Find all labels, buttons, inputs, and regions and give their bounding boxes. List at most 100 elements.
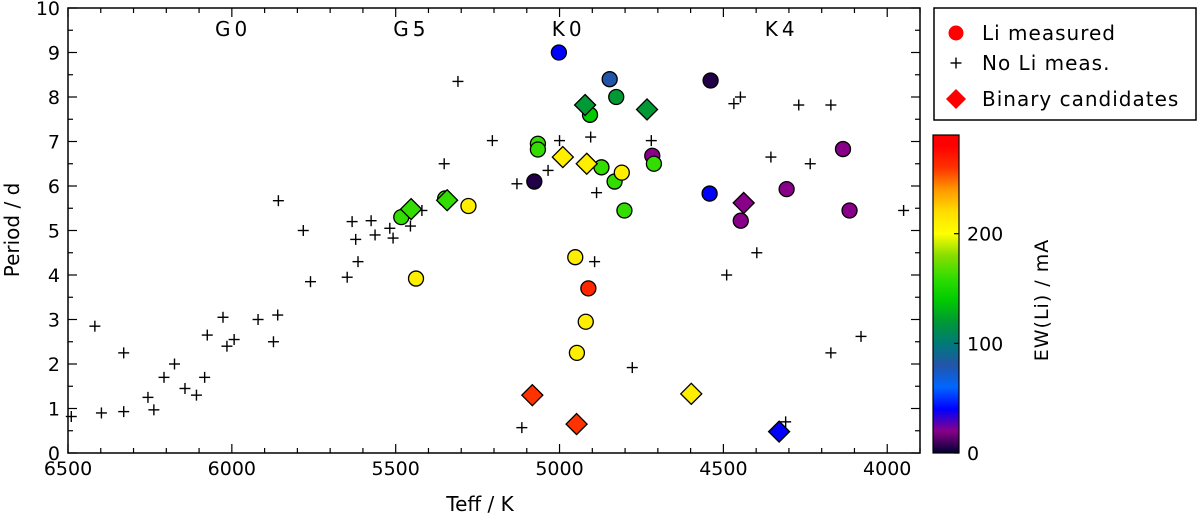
x-tick-label: 5000: [535, 458, 583, 480]
spectral-type-labels: G0 G5 K0 K4: [215, 17, 795, 41]
li-point: [841, 202, 858, 219]
spectral-type-label: K0: [552, 17, 586, 41]
li-point: [526, 173, 543, 190]
no-li-point: [511, 178, 523, 190]
no-li-point: [516, 422, 528, 434]
binary-point: [399, 197, 423, 221]
no-li-point: [228, 334, 240, 346]
spectral-type-label: G0: [215, 17, 251, 41]
binary-point: [551, 145, 575, 169]
li-point: [550, 44, 568, 61]
no-li-point: [199, 371, 211, 383]
li-point: [567, 249, 584, 266]
no-li-point: [855, 330, 867, 342]
li-point: [407, 270, 425, 287]
li-point: [601, 71, 618, 88]
no-li-point: [352, 256, 364, 268]
x-tick-label: 4500: [699, 458, 747, 480]
y-tick-label: 3: [48, 310, 60, 332]
no-li-point: [118, 406, 130, 418]
no-li-point: [384, 222, 396, 234]
no-li-point: [554, 135, 566, 147]
data-points: [65, 44, 910, 444]
li-point: [613, 164, 630, 181]
no-li-point: [780, 416, 792, 428]
no-li-point: [267, 336, 279, 348]
axis-ticks: [67, 7, 921, 454]
y-axis-label: Period / d: [0, 183, 24, 278]
binary-point: [732, 191, 756, 215]
no-li-point: [341, 271, 353, 283]
y-tick-label: 10: [36, 0, 60, 20]
no-li-point: [438, 158, 450, 170]
no-li-point: [765, 151, 777, 163]
y-tick-label: 2: [48, 354, 60, 376]
li-point: [577, 313, 594, 330]
legend-diamond-marker: [946, 89, 966, 109]
y-tick-labels: 0 1 2 3 4 5 6 7 8 9 10: [36, 0, 60, 465]
no-li-point: [452, 75, 464, 87]
li-point: [460, 197, 477, 215]
y-tick-label: 8: [48, 87, 60, 109]
no-li-point: [825, 347, 837, 359]
no-li-point: [721, 269, 733, 281]
no-li-point: [591, 187, 603, 199]
no-li-point: [369, 229, 381, 241]
legend-label: No Li meas.: [982, 51, 1110, 75]
li-point: [732, 212, 749, 229]
no-li-point: [404, 220, 416, 232]
li-point: [529, 141, 547, 158]
binary-point: [575, 152, 599, 176]
binary-point: [520, 383, 544, 407]
no-li-point: [201, 329, 213, 341]
y-tick-label: 7: [48, 132, 60, 154]
no-li-point: [118, 347, 130, 359]
no-li-point: [751, 247, 763, 259]
binary-point: [435, 188, 459, 212]
y-tick-label: 0: [48, 443, 60, 465]
y-tick-label: 9: [48, 43, 60, 65]
colorbar-tick-label: 100: [967, 333, 1003, 355]
no-li-point: [825, 99, 837, 111]
no-li-point: [169, 358, 180, 370]
no-li-point: [734, 91, 746, 103]
legend-plus-marker: [950, 57, 962, 69]
li-point: [834, 140, 852, 158]
li-point: [580, 280, 597, 297]
li-point: [645, 155, 663, 172]
no-li-point: [95, 407, 107, 419]
li-point: [702, 72, 719, 89]
no-li-point: [387, 232, 399, 244]
binary-point: [565, 412, 588, 436]
li-point: [778, 180, 795, 198]
y-tick-label: 5: [48, 221, 60, 243]
colorbar: [932, 134, 960, 454]
binary-point: [679, 382, 703, 406]
binary-point: [767, 420, 791, 444]
colorbar-tick-label: 0: [967, 443, 979, 465]
legend-circle-marker: [948, 25, 964, 41]
y-tick-label: 1: [48, 399, 60, 421]
no-li-point: [179, 382, 191, 394]
legend-label: Binary candidates: [982, 87, 1179, 111]
no-li-point: [728, 98, 740, 110]
x-tick-labels: 6500 6000 5500 5000 4500 4000: [44, 458, 912, 480]
x-tick-label: 5500: [372, 458, 420, 480]
no-li-point: [585, 131, 597, 143]
x-tick-label: 6000: [208, 458, 256, 480]
no-li-point: [148, 404, 160, 416]
no-li-point: [65, 411, 77, 423]
no-li-point: [252, 314, 264, 325]
legend-label: Li measured: [982, 21, 1116, 45]
plot-frame: [67, 7, 921, 454]
binary-point: [635, 98, 659, 121]
no-li-point: [272, 195, 284, 207]
li-point: [608, 88, 625, 106]
colorbar-tick-label: 200: [967, 224, 1003, 246]
li-point: [701, 185, 718, 202]
no-li-point: [297, 225, 309, 236]
li-point: [616, 202, 633, 219]
legend: Li measured No Li meas. Binary candidates: [946, 21, 1179, 111]
no-li-point: [804, 158, 816, 170]
no-li-point: [158, 371, 170, 383]
